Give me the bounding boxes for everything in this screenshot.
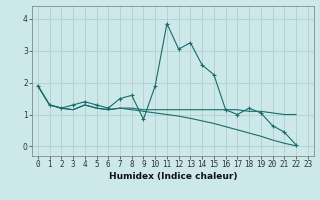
X-axis label: Humidex (Indice chaleur): Humidex (Indice chaleur) — [108, 172, 237, 181]
